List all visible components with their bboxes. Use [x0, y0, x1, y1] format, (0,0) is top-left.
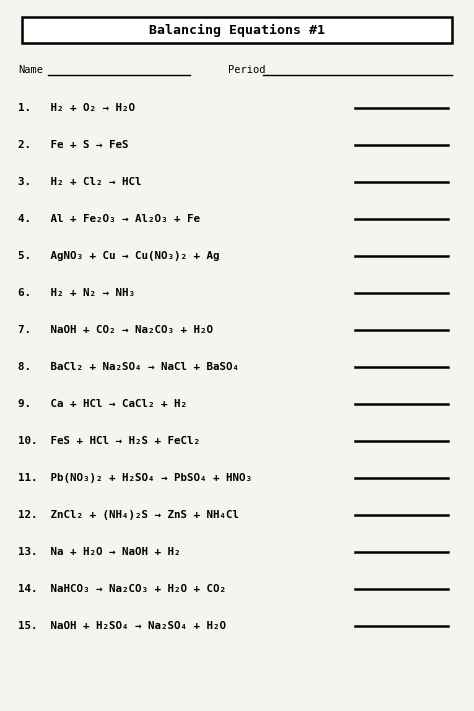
Text: Name: Name: [18, 65, 43, 75]
Text: 6.   H₂ + N₂ → NH₃: 6. H₂ + N₂ → NH₃: [18, 288, 135, 298]
Text: 12.  ZnCl₂ + (NH₄)₂S → ZnS + NH₄Cl: 12. ZnCl₂ + (NH₄)₂S → ZnS + NH₄Cl: [18, 510, 239, 520]
Text: 10.  FeS + HCl → H₂S + FeCl₂: 10. FeS + HCl → H₂S + FeCl₂: [18, 436, 200, 446]
Text: 1.   H₂ + O₂ → H₂O: 1. H₂ + O₂ → H₂O: [18, 103, 135, 113]
Text: 4.   Al + Fe₂O₃ → Al₂O₃ + Fe: 4. Al + Fe₂O₃ → Al₂O₃ + Fe: [18, 214, 200, 224]
Text: 13.  Na + H₂O → NaOH + H₂: 13. Na + H₂O → NaOH + H₂: [18, 547, 181, 557]
Text: Period: Period: [228, 65, 265, 75]
Text: 2.   Fe + S → FeS: 2. Fe + S → FeS: [18, 140, 128, 150]
Text: 14.  NaHCO₃ → Na₂CO₃ + H₂O + CO₂: 14. NaHCO₃ → Na₂CO₃ + H₂O + CO₂: [18, 584, 226, 594]
Text: 11.  Pb(NO₃)₂ + H₂SO₄ → PbSO₄ + HNO₃: 11. Pb(NO₃)₂ + H₂SO₄ → PbSO₄ + HNO₃: [18, 473, 252, 483]
Bar: [22, 17, 452, 43]
Text: 15.  NaOH + H₂SO₄ → Na₂SO₄ + H₂O: 15. NaOH + H₂SO₄ → Na₂SO₄ + H₂O: [18, 621, 226, 631]
Text: 3.   H₂ + Cl₂ → HCl: 3. H₂ + Cl₂ → HCl: [18, 177, 142, 187]
Text: 9.   Ca + HCl → CaCl₂ + H₂: 9. Ca + HCl → CaCl₂ + H₂: [18, 399, 187, 409]
Text: 5.   AgNO₃ + Cu → Cu(NO₃)₂ + Ag: 5. AgNO₃ + Cu → Cu(NO₃)₂ + Ag: [18, 251, 219, 261]
Text: Balancing Equations #1: Balancing Equations #1: [149, 23, 325, 36]
Text: 7.   NaOH + CO₂ → Na₂CO₃ + H₂O: 7. NaOH + CO₂ → Na₂CO₃ + H₂O: [18, 325, 213, 335]
Text: 8.   BaCl₂ + Na₂SO₄ → NaCl + BaSO₄: 8. BaCl₂ + Na₂SO₄ → NaCl + BaSO₄: [18, 362, 239, 372]
